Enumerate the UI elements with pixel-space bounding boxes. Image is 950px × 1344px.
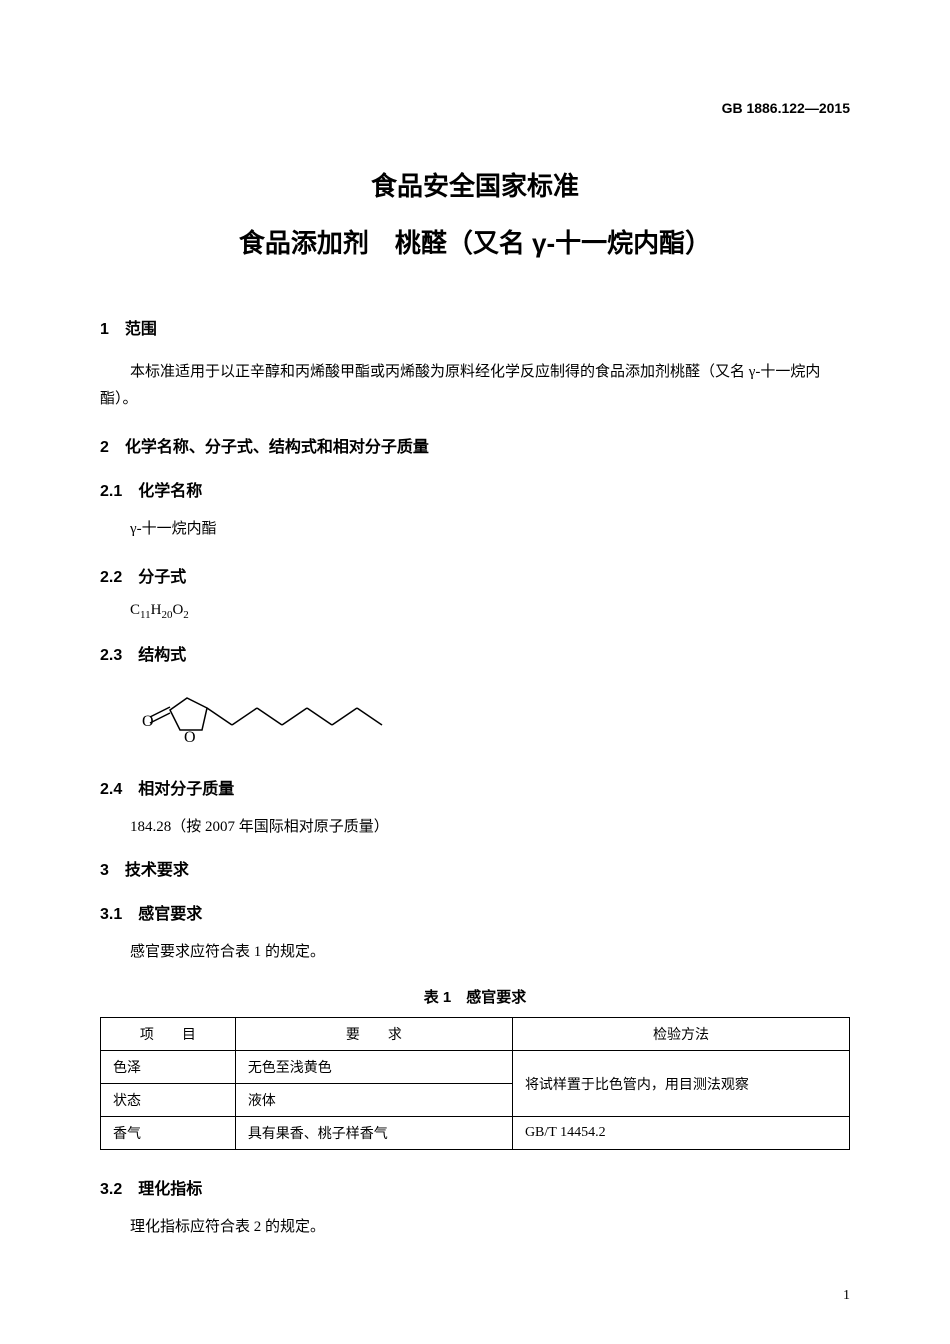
section-3-1-body: 感官要求应符合表 1 的规定。 (100, 939, 850, 966)
table-1-title: 表 1 感官要求 (100, 986, 850, 1007)
svg-text:O: O (142, 713, 154, 730)
section-1-body: 本标准适用于以正辛醇和丙烯酸甲酯或丙烯酸为原料经化学反应制得的食品添加剂桃醛（又… (100, 359, 850, 413)
relative-mass: 184.28（按 2007 年国际相对原子质量） (130, 814, 850, 841)
table-cell-req: 具有果香、桃子样香气 (235, 1117, 512, 1150)
table-cell-item: 色泽 (101, 1051, 236, 1084)
section-2-2-heading: 2.2 分子式 (100, 563, 850, 587)
section-3-heading: 3 技术要求 (100, 856, 850, 880)
page-number: 1 (843, 1288, 850, 1304)
sensory-requirements-table: 项 目 要 求 检验方法 色泽 无色至浅黄色 将试样置于比色管内，用目测法观察 … (100, 1017, 850, 1150)
section-2-1-heading: 2.1 化学名称 (100, 477, 850, 501)
main-title: 食品安全国家标准 (100, 166, 850, 203)
formula-c-sub: 11 (140, 609, 151, 621)
section-2-3-heading: 2.3 结构式 (100, 641, 850, 665)
table-cell-req: 无色至浅黄色 (235, 1051, 512, 1084)
table-row: 色泽 无色至浅黄色 将试样置于比色管内，用目测法观察 (101, 1051, 850, 1084)
section-2-heading: 2 化学名称、分子式、结构式和相对分子质量 (100, 433, 850, 457)
standard-code: GB 1886.122—2015 (100, 100, 850, 116)
formula-h: H (151, 602, 162, 618)
table-cell-item: 香气 (101, 1117, 236, 1150)
formula-o-sub: 2 (183, 609, 189, 621)
svg-text:O: O (184, 729, 196, 746)
molecular-formula: C11H20O2 (130, 602, 850, 621)
section-3-2-body: 理化指标应符合表 2 的规定。 (100, 1214, 850, 1241)
table-header-requirement: 要 求 (235, 1018, 512, 1051)
formula-h-sub: 20 (161, 609, 172, 621)
section-2-4-heading: 2.4 相对分子质量 (100, 775, 850, 799)
table-header-row: 项 目 要 求 检验方法 (101, 1018, 850, 1051)
section-3-1-heading: 3.1 感官要求 (100, 900, 850, 924)
table-cell-method: GB/T 14454.2 (512, 1117, 849, 1150)
table-row: 香气 具有果香、桃子样香气 GB/T 14454.2 (101, 1117, 850, 1150)
formula-c: C (130, 602, 140, 618)
chemical-name: γ-十一烷内酯 (130, 516, 850, 543)
table-cell-item: 状态 (101, 1084, 236, 1117)
table-cell-method: 将试样置于比色管内，用目测法观察 (512, 1051, 849, 1117)
section-1-heading: 1 范围 (100, 315, 850, 339)
table-header-method: 检验方法 (512, 1018, 849, 1051)
section-3-2-heading: 3.2 理化指标 (100, 1175, 850, 1199)
sub-title: 食品添加剂 桃醛（又名 γ-十一烷内酯） (100, 223, 850, 260)
table-header-item: 项 目 (101, 1018, 236, 1051)
formula-o: O (172, 602, 183, 618)
structural-formula: O O (132, 680, 850, 755)
table-cell-req: 液体 (235, 1084, 512, 1117)
